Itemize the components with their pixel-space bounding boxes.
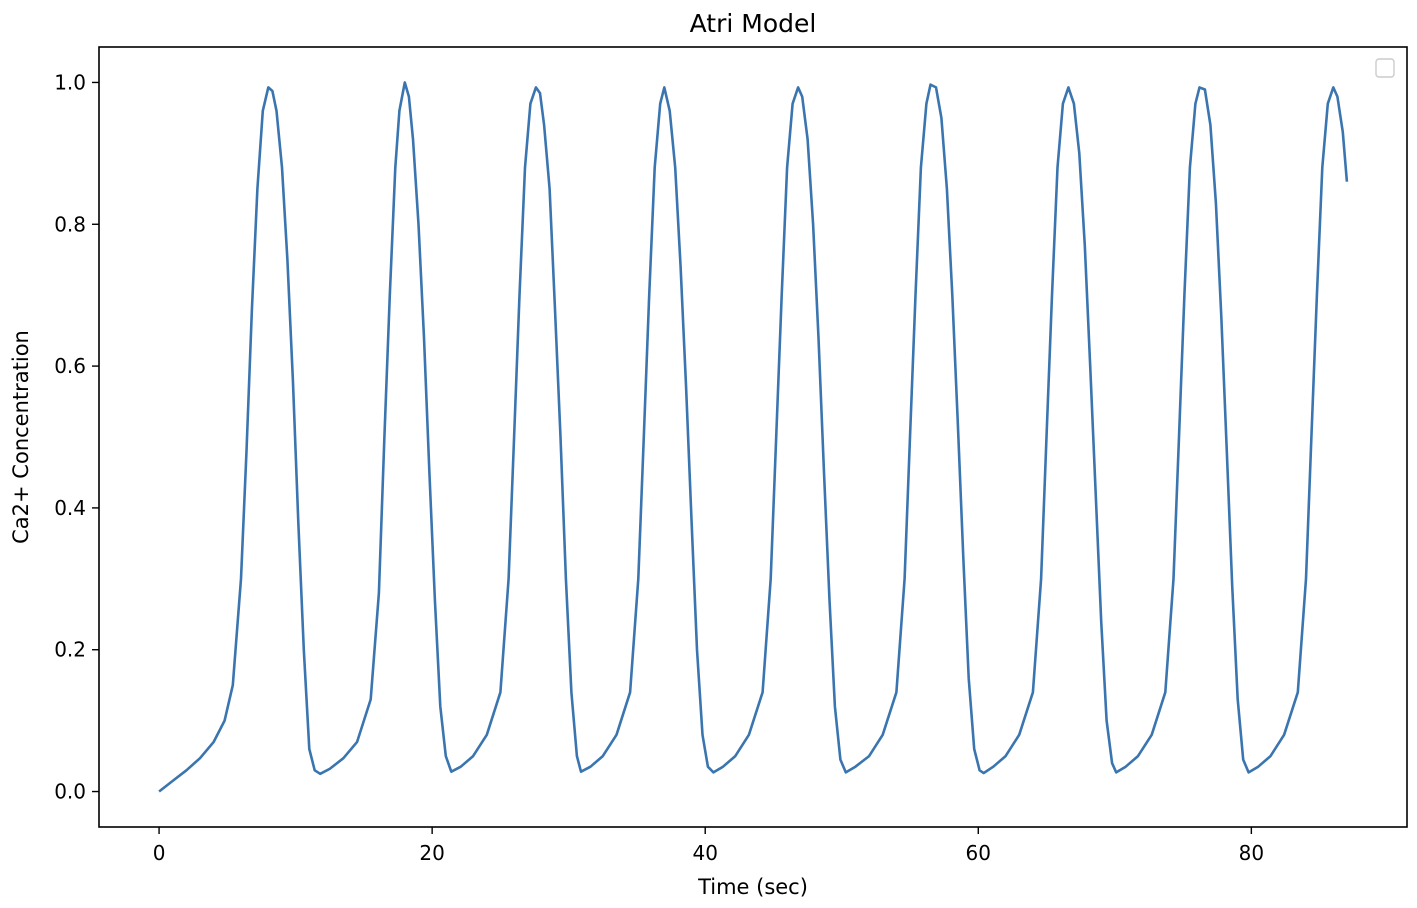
- y-tick-label: 0.2: [54, 638, 86, 662]
- plot-area: [158, 81, 1349, 793]
- legend-box: [1375, 58, 1395, 78]
- y-axis-ticks: 0.0 0.2 0.4 0.6 0.8 1.0: [54, 70, 99, 804]
- x-axis-ticks: 0 20 40 60 80: [153, 827, 1264, 865]
- chart-title: Atri Model: [690, 9, 817, 38]
- x-tick-label: 40: [692, 841, 717, 865]
- x-axis-label: Time (sec): [697, 875, 808, 899]
- x-tick-label: 20: [419, 841, 444, 865]
- x-tick-label: 80: [1239, 841, 1264, 865]
- y-tick-label: 0.8: [54, 212, 86, 236]
- axes-frame: [98, 46, 1408, 828]
- y-tick-label: 1.0: [54, 70, 86, 94]
- y-tick-label: 0.4: [54, 496, 86, 520]
- x-tick-label: 60: [966, 841, 991, 865]
- y-tick-label: 0.6: [54, 354, 86, 378]
- x-tick-label: 0: [153, 841, 166, 865]
- y-tick-label: 0.0: [54, 780, 86, 804]
- series-line-ca2-concentration: [158, 81, 1349, 793]
- y-axis-label: Ca2+ Concentration: [9, 330, 33, 544]
